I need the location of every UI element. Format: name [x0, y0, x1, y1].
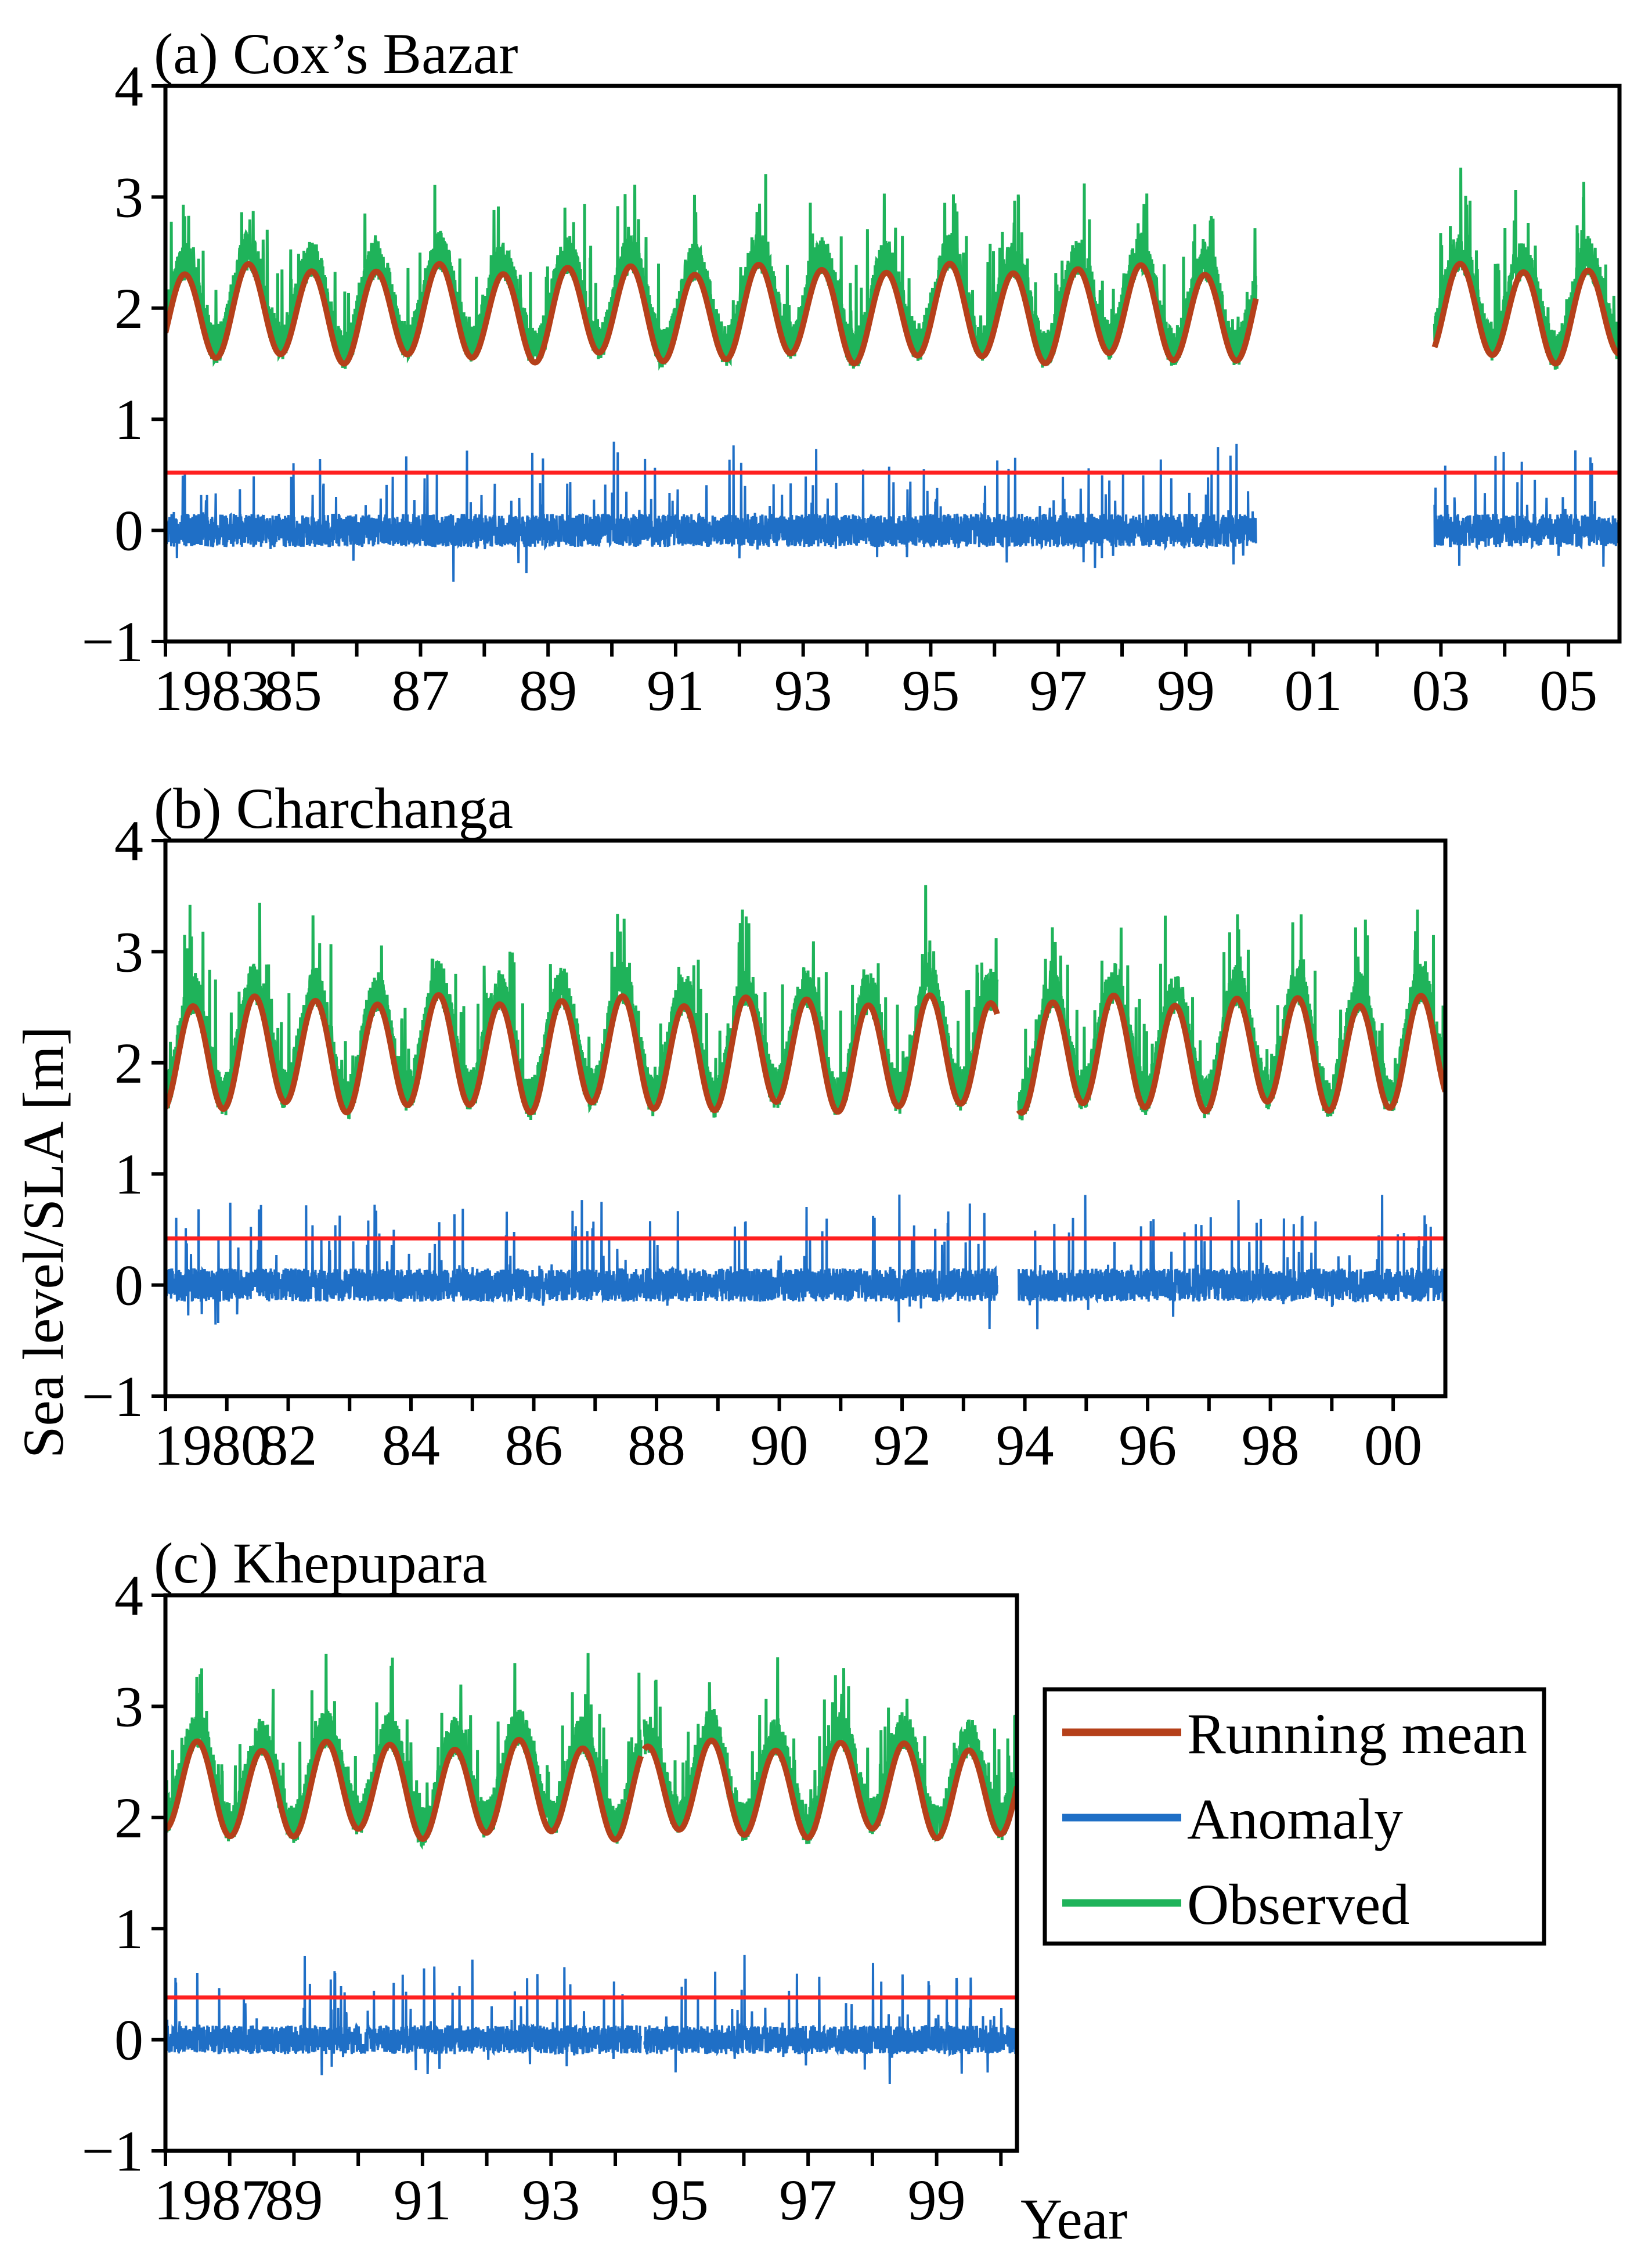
y-axis-label: Sea level/SLA [m]: [11, 1026, 75, 1458]
x-tick-label: 97: [779, 2168, 837, 2232]
x-tick-label: 88: [627, 1413, 686, 1477]
x-tick-label: 03: [1412, 658, 1470, 723]
x-tick-label: 94: [996, 1413, 1054, 1477]
y-tick-label: −1: [82, 1364, 143, 1429]
y-tick-label: 4: [114, 54, 143, 118]
anomaly-series-line: [1433, 450, 1619, 567]
y-tick-label: 1: [114, 1897, 143, 1961]
x-tick-label: 91: [647, 658, 705, 723]
anomaly-series-line: [165, 1194, 998, 1329]
x-tick-label: 1983: [154, 658, 270, 723]
x-tick-label: 91: [394, 2168, 452, 2232]
x-tick-label: 89: [519, 658, 577, 723]
x-tick-label: 01: [1285, 658, 1343, 723]
axes-frame: [163, 1593, 1019, 2153]
y-tick-label: 0: [114, 499, 143, 563]
x-tick-label: 84: [382, 1413, 440, 1477]
axes-frame: [163, 838, 1448, 1398]
y-tick-label: 1: [114, 387, 143, 452]
x-tick-label: 1980: [154, 1413, 270, 1477]
panel-title: (c) Khepupara: [154, 1531, 488, 1595]
y-tick-label: −1: [82, 610, 143, 674]
running-mean-series-line: [1431, 261, 1619, 367]
anomaly-series-line: [165, 441, 1257, 582]
panel-title: (b) Charchanga: [154, 776, 513, 841]
x-tick-label: 92: [873, 1413, 931, 1477]
y-tick-label: 3: [114, 920, 143, 984]
running-mean-series-line: [165, 261, 1259, 367]
legend-label-running-mean: Running mean: [1187, 1702, 1527, 1766]
x-tick-label: 93: [522, 2168, 580, 2232]
y-tick-label: 0: [114, 2008, 143, 2072]
x-tick-label: 99: [1157, 658, 1215, 723]
x-tick-label: 00: [1364, 1413, 1422, 1477]
y-tick-label: 3: [114, 1674, 143, 1739]
legend-label-anomaly: Anomaly: [1187, 1787, 1403, 1851]
y-tick-label: 1: [114, 1142, 143, 1206]
y-tick-label: 4: [114, 1563, 143, 1628]
x-tick-label: 95: [901, 658, 960, 723]
running-mean-series-line: [641, 1737, 1017, 1841]
y-tick-label: 2: [114, 276, 143, 341]
x-tick-label: 90: [751, 1413, 809, 1477]
x-tick-label: 99: [908, 2168, 966, 2232]
anomaly-series-line: [165, 1955, 643, 2075]
y-tick-label: 2: [114, 1786, 143, 1850]
x-tick-label: 98: [1242, 1413, 1300, 1477]
x-tick-label: 95: [651, 2168, 709, 2232]
panel-title: (a) Cox’s Bazar: [154, 21, 518, 86]
y-tick-label: −1: [82, 2119, 143, 2183]
legend: Running mean Anomaly Observed: [1043, 1687, 1546, 1946]
y-tick-label: 2: [114, 1031, 143, 1095]
running-mean-series-line: [165, 992, 1000, 1116]
x-tick-label: 85: [264, 658, 322, 723]
x-tick-label: 86: [505, 1413, 563, 1477]
y-tick-label: 3: [114, 165, 143, 229]
running-mean-series-line: [1016, 992, 1445, 1116]
x-tick-label: 87: [391, 658, 449, 723]
x-tick-label: 05: [1539, 658, 1597, 723]
x-tick-label: 97: [1029, 658, 1087, 723]
x-tick-label: 89: [265, 2168, 323, 2232]
y-tick-label: 0: [114, 1253, 143, 1318]
axes-frame: [163, 84, 1622, 644]
x-tick-label: 96: [1119, 1413, 1177, 1477]
y-tick-label: 4: [114, 809, 143, 873]
observed-series-line: [165, 1653, 643, 1850]
observed-series-line: [165, 174, 1258, 371]
x-tick-label: 93: [774, 658, 832, 723]
running-mean-series-line: [165, 1736, 644, 1843]
x-tick-label: 1987: [154, 2168, 270, 2232]
legend-label-observed: Observed: [1187, 1872, 1409, 1937]
anomaly-series-line: [1018, 1195, 1445, 1329]
x-tick-label: 82: [259, 1413, 318, 1477]
x-axis-label: Year: [1020, 2187, 1127, 2251]
anomaly-series-line: [643, 1955, 1017, 2085]
observed-series-line: [643, 1657, 1017, 1844]
